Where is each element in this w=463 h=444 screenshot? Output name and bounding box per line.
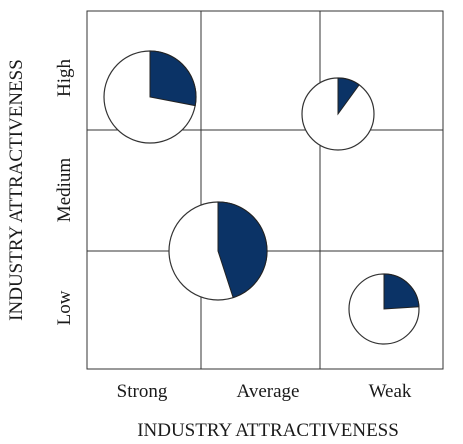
grid-border	[86, 10, 444, 370]
y-tick-low: Low	[54, 290, 75, 325]
x-axis-ticks: Strong Average Weak	[117, 381, 412, 402]
y-axis-ticks: High Medium Low	[54, 59, 75, 326]
business-circles	[103, 50, 420, 345]
x-tick-strong: Strong	[117, 381, 168, 402]
market-share-slice-4	[383, 273, 420, 310]
y-tick-medium: Medium	[54, 158, 75, 223]
matrix-grid	[86, 10, 444, 370]
market-share-slice-1	[149, 50, 197, 107]
x-tick-average: Average	[237, 381, 300, 402]
x-tick-weak: Weak	[369, 381, 412, 402]
x-axis-title: INDUSTRY ATTRACTIVENESS	[137, 420, 399, 441]
market-share-slice-2	[337, 77, 360, 116]
y-tick-high: High	[54, 59, 75, 98]
y-axis-title: INDUSTRY ATTRACTIVENESS	[6, 59, 27, 321]
market-share-slice-3	[217, 201, 268, 299]
